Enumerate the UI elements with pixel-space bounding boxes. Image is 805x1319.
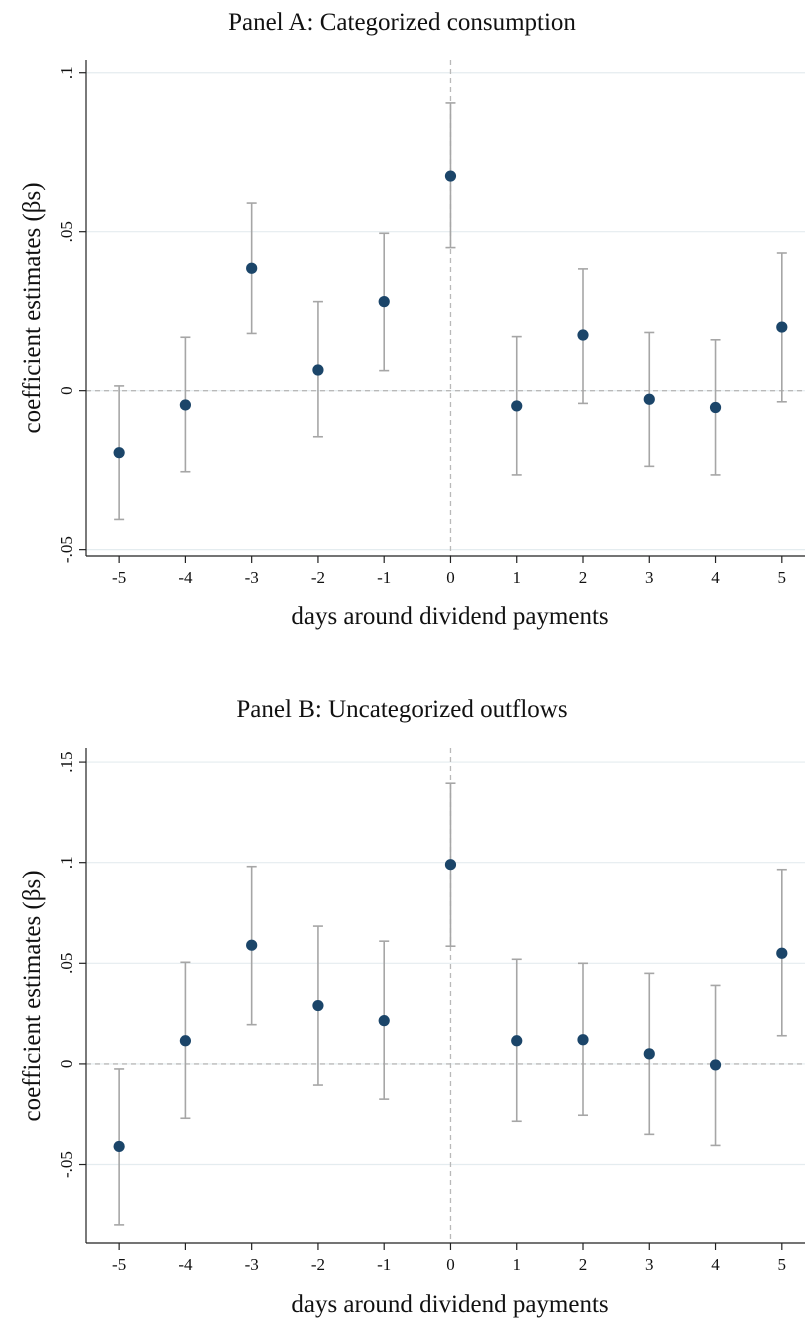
panel-b-coefficient-point (511, 1035, 523, 1047)
panel-a-x-tick-label: -4 (178, 568, 193, 587)
panel-b-coefficient-point (577, 1034, 589, 1046)
panel-a-x-tick-label: -1 (377, 568, 391, 587)
panel-b-coefficient-point (378, 1015, 390, 1027)
panel-b-coefficient-point (776, 947, 788, 959)
panel-a-x-tick-label: 1 (512, 568, 521, 587)
panel-b-x-axis-label: days around dividend payments (291, 1291, 608, 1318)
panel-a-coefficient-point (444, 170, 457, 182)
panel-a-x-axis-label: days around dividend payments (291, 603, 608, 630)
panel-a-y-tick-label: -.05 (57, 536, 76, 563)
panel-a-coefficient-point (511, 400, 523, 412)
panel-b-y-tick-label: -.05 (57, 1151, 76, 1178)
panel-b-x-tick-label: 0 (446, 1255, 455, 1274)
panel-a-x-tick-label: 4 (711, 568, 720, 587)
panel-a-x-tick-label: 5 (778, 568, 787, 587)
panel-a-coefficient-point (312, 364, 324, 376)
panel-b-coefficient-point (246, 939, 258, 951)
panel-a-y-tick-label: .05 (57, 221, 76, 242)
panel-a-y-tick-label: .1 (57, 66, 76, 79)
panel-a-coefficient-point (776, 321, 788, 333)
panel-b-chart: Panel B: Uncategorized outflows days aro… (19, 696, 805, 1318)
panel-a-coefficient-point (113, 447, 125, 459)
panel-b-y-tick-label: 0 (57, 1060, 76, 1069)
panel-a-coefficient-point (246, 262, 258, 274)
panel-a-coefficient-point (179, 399, 192, 411)
panel-a-coefficient-point (378, 296, 390, 308)
panel-b-coefficient-point (312, 999, 324, 1012)
panel-b-coefficient-point (444, 859, 457, 871)
panel-a-x-tick-label: -2 (311, 568, 325, 587)
panel-a-x-tick-label: 0 (446, 568, 455, 587)
panel-b-x-tick-label: -5 (112, 1255, 126, 1274)
panel-a-x-tick-label: -3 (245, 568, 259, 587)
panel-b-x-tick-label: 4 (711, 1255, 720, 1274)
panel-b-x-tick-label: -4 (178, 1255, 193, 1274)
panel-a-title: Panel A: Categorized consumption (228, 9, 576, 36)
panel-b-x-tick-label: -1 (377, 1255, 391, 1274)
panel-a-chart: Panel A: Categorized consumption days ar… (19, 9, 805, 630)
panel-b-title: Panel B: Uncategorized outflows (236, 696, 567, 723)
panel-b-coefficient-point (643, 1048, 655, 1060)
panel-b-x-tick-label: 3 (645, 1255, 654, 1274)
panel-b-coefficient-point (179, 1035, 192, 1047)
panel-b-x-tick-label: -3 (245, 1255, 259, 1274)
panel-b-y-tick-label: .1 (57, 856, 76, 869)
panel-b-x-tick-label: -2 (311, 1255, 325, 1274)
panel-b-coefficient-point (113, 1140, 125, 1153)
panel-b-x-tick-label: 2 (579, 1255, 588, 1274)
panel-a-y-axis-label: coefficient estimates (βs) (19, 182, 46, 433)
panel-b-y-tick-label: .05 (57, 953, 76, 974)
panel-a-x-tick-label: 3 (645, 568, 654, 587)
panel-b-y-axis-label: coefficient estimates (βs) (19, 870, 46, 1121)
panel-a-x-tick-label: -5 (112, 568, 126, 587)
panel-a-y-tick-label: 0 (57, 386, 76, 395)
panel-a-coefficient-point (709, 401, 722, 414)
panel-b-x-tick-label: 5 (778, 1255, 787, 1274)
panel-b-y-tick-label: .15 (57, 751, 76, 772)
panel-a-x-tick-label: 2 (579, 568, 588, 587)
panel-b-coefficient-point (709, 1059, 722, 1071)
panel-a-coefficient-point (643, 393, 655, 405)
panel-b-x-tick-label: 1 (512, 1255, 521, 1274)
panel-a-coefficient-point (577, 329, 589, 341)
